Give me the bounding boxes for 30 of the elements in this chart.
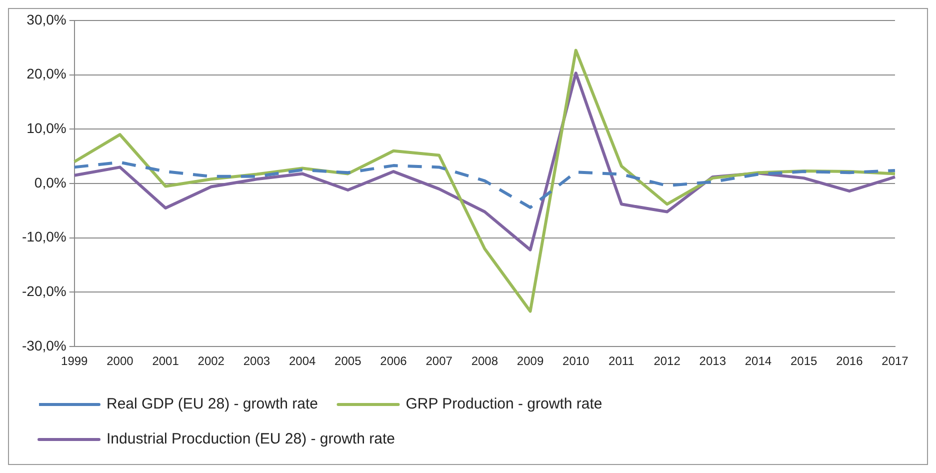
x-tick-label: 2009 — [516, 354, 544, 368]
x-tick-label: 2015 — [790, 354, 818, 368]
x-tick-label: 2011 — [608, 354, 635, 368]
x-tick-label: 2006 — [380, 354, 408, 368]
x-tick-label: 2014 — [744, 354, 772, 368]
x-tick-label: 2000 — [106, 354, 134, 368]
x-tick-label: 2007 — [426, 354, 453, 368]
x-tick-label: 2002 — [198, 354, 225, 368]
x-tick-label: 2010 — [562, 354, 590, 368]
x-tick-label: 1999 — [61, 354, 88, 368]
x-tick-label: 2016 — [836, 354, 864, 368]
x-tick-label: 2005 — [334, 354, 362, 368]
y-tick-label: -30,0% — [22, 337, 66, 354]
x-tick-label: 2017 — [882, 354, 909, 368]
x-tick-label: 2001 — [152, 354, 180, 368]
legend-label: Industrial Procduction (EU 28) - growth rate — [106, 430, 395, 448]
legend-label: Real GDP (EU 28) - growth rate — [106, 396, 318, 413]
y-tick-label: 30,0% — [26, 11, 66, 28]
y-tick-label: 10,0% — [26, 120, 66, 136]
line-series — [72, 160, 896, 209]
legend-label: GRP Production - growth rate — [406, 396, 602, 413]
x-tick-label: 2012 — [654, 354, 681, 368]
x-tick-label: 2008 — [471, 354, 498, 368]
x-tick-label: 2003 — [243, 354, 270, 368]
x-tick-label: 2004 — [288, 354, 316, 368]
y-tick-label: -10,0% — [22, 228, 66, 245]
y-tick-label: 0,0% — [34, 174, 66, 190]
y-tick-label: -20,0% — [22, 283, 66, 300]
x-tick-label: 2013 — [699, 354, 726, 368]
y-tick-label: 20,0% — [26, 66, 66, 82]
